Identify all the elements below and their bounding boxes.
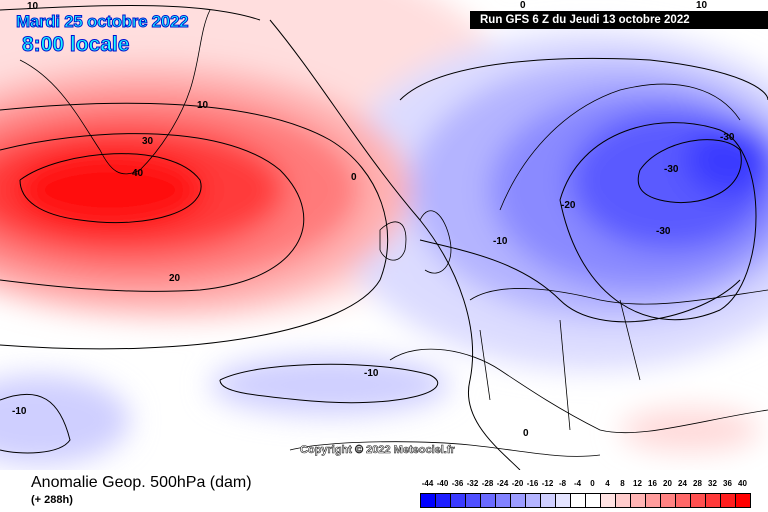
legend-label: 36	[723, 479, 732, 488]
legend-swatch	[511, 494, 526, 507]
legend-swatch	[436, 494, 451, 507]
contour-labels: 10 10 30 40 20 0 -10 -20 -30 -30 -30 -10…	[12, 0, 735, 439]
legend-label: 40	[738, 479, 747, 488]
legend-label: -44	[421, 479, 434, 488]
legend-swatch	[586, 494, 601, 507]
forecast-offset: (+ 288h)	[31, 494, 73, 506]
contour-label: -30	[720, 132, 735, 143]
legend-label: 28	[693, 479, 702, 488]
map-title: Anomalie Geop. 500hPa (dam)	[31, 474, 252, 491]
legend-swatch	[481, 494, 496, 507]
forecast-date: Mardi 25 octobre 2022	[15, 12, 189, 31]
legend-label: 16	[648, 479, 657, 488]
legend-swatch	[661, 494, 676, 507]
legend-label: 0	[590, 479, 595, 488]
contour-label: 10	[696, 0, 708, 11]
legend-swatch	[721, 494, 736, 507]
legend-swatch	[616, 494, 631, 507]
legend-label: 20	[663, 479, 672, 488]
legend-label: 32	[708, 479, 717, 488]
legend-label: -40	[436, 479, 449, 488]
legend-label: 8	[620, 479, 625, 488]
legend-swatch	[736, 494, 750, 507]
contour-label: -30	[664, 164, 679, 175]
contour-label: 10	[197, 100, 209, 111]
legend-swatch	[541, 494, 556, 507]
legend-label: -28	[481, 479, 494, 488]
run-banner: Run GFS 6 Z du Jeudi 13 octobre 2022	[470, 11, 768, 29]
coastlines	[19, 9, 768, 457]
contour-label: 10	[27, 1, 39, 12]
copyright: Copyright © 2022 Meteociel.fr	[300, 444, 455, 457]
legend-swatch	[631, 494, 646, 507]
contour-label: -30	[656, 226, 671, 237]
legend-swatch	[706, 494, 721, 507]
legend-label: -16	[526, 479, 539, 488]
contour-label: 0	[520, 0, 526, 11]
anomaly-field	[0, 0, 768, 465]
legend-swatch	[676, 494, 691, 507]
legend-swatch	[646, 494, 661, 507]
legend-label: 4	[605, 479, 610, 488]
contour-label: -10	[364, 368, 379, 379]
legend-swatch	[451, 494, 466, 507]
legend-label: -8	[558, 479, 567, 488]
legend-label: 24	[678, 479, 687, 488]
contour-lines	[0, 5, 768, 470]
contour-label: 20	[169, 273, 181, 284]
contour-label: 0	[351, 172, 357, 183]
legend-swatch	[421, 494, 436, 507]
contour-label: -10	[493, 236, 508, 247]
legend-swatch	[526, 494, 541, 507]
contour-label: 40	[132, 168, 144, 179]
contour-label: 30	[142, 136, 154, 147]
legend-swatch	[556, 494, 571, 507]
contour-label: 0	[523, 428, 529, 439]
contour-label: -20	[561, 200, 576, 211]
legend-swatch	[466, 494, 481, 507]
legend-label: -36	[451, 479, 464, 488]
contour-label: -10	[12, 406, 27, 417]
legend-label: -24	[496, 479, 509, 488]
legend-label: -4	[573, 479, 582, 488]
legend-swatch	[691, 494, 706, 507]
legend-swatch	[601, 494, 616, 507]
legend-label: -12	[541, 479, 554, 488]
legend-swatch	[496, 494, 511, 507]
legend-swatch	[571, 494, 586, 507]
legend-label: -32	[466, 479, 479, 488]
legend-label: 12	[633, 479, 642, 488]
local-time: 8:00 locale	[21, 33, 130, 57]
legend-label: -20	[511, 479, 524, 488]
anomaly-map: 10 10 30 40 20 0 -10 -20 -30 -30 -30 -10…	[0, 0, 768, 470]
